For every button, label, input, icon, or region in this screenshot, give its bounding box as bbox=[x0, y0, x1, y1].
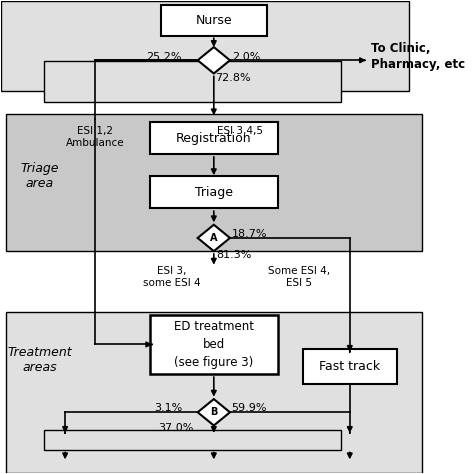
Polygon shape bbox=[198, 47, 230, 73]
Bar bbox=[303, 349, 397, 384]
Text: 2.0%: 2.0% bbox=[232, 52, 260, 62]
Text: Treatment
areas: Treatment areas bbox=[7, 346, 72, 374]
Polygon shape bbox=[198, 225, 230, 251]
Bar bbox=[150, 176, 278, 208]
Bar bbox=[150, 122, 278, 154]
Bar bbox=[1, 1, 409, 91]
Text: 18.7%: 18.7% bbox=[232, 228, 267, 239]
Bar bbox=[6, 312, 422, 473]
Text: To Clinic,
Pharmacy, etc: To Clinic, Pharmacy, etc bbox=[371, 42, 465, 71]
Text: Triage: Triage bbox=[195, 186, 233, 199]
Text: 81.3%: 81.3% bbox=[216, 250, 251, 260]
Bar bbox=[44, 430, 341, 449]
Text: 59.9%: 59.9% bbox=[232, 402, 267, 412]
Text: ESI 3,4,5: ESI 3,4,5 bbox=[217, 126, 263, 136]
Bar bbox=[161, 5, 267, 36]
Text: Registration: Registration bbox=[176, 132, 252, 145]
Text: 72.8%: 72.8% bbox=[216, 73, 251, 83]
Text: ESI 3,
some ESI 4: ESI 3, some ESI 4 bbox=[143, 266, 200, 288]
Text: 3.1%: 3.1% bbox=[154, 402, 182, 412]
Bar bbox=[44, 62, 341, 101]
Text: B: B bbox=[210, 407, 218, 417]
Text: Nurse: Nurse bbox=[195, 14, 232, 27]
Text: A: A bbox=[210, 233, 218, 243]
Text: 37.0%: 37.0% bbox=[158, 423, 193, 433]
Text: 25.2%: 25.2% bbox=[146, 52, 182, 62]
Text: Triage
area: Triage area bbox=[20, 162, 59, 190]
Text: ED treatment
bed
(see figure 3): ED treatment bed (see figure 3) bbox=[174, 320, 254, 369]
Bar bbox=[6, 115, 422, 251]
Text: Fast track: Fast track bbox=[319, 360, 380, 373]
Text: ESI 1,2
Ambulance: ESI 1,2 Ambulance bbox=[65, 126, 124, 148]
Bar bbox=[150, 315, 278, 374]
Polygon shape bbox=[198, 399, 230, 426]
Text: Some ESI 4,
ESI 5: Some ESI 4, ESI 5 bbox=[268, 266, 330, 288]
